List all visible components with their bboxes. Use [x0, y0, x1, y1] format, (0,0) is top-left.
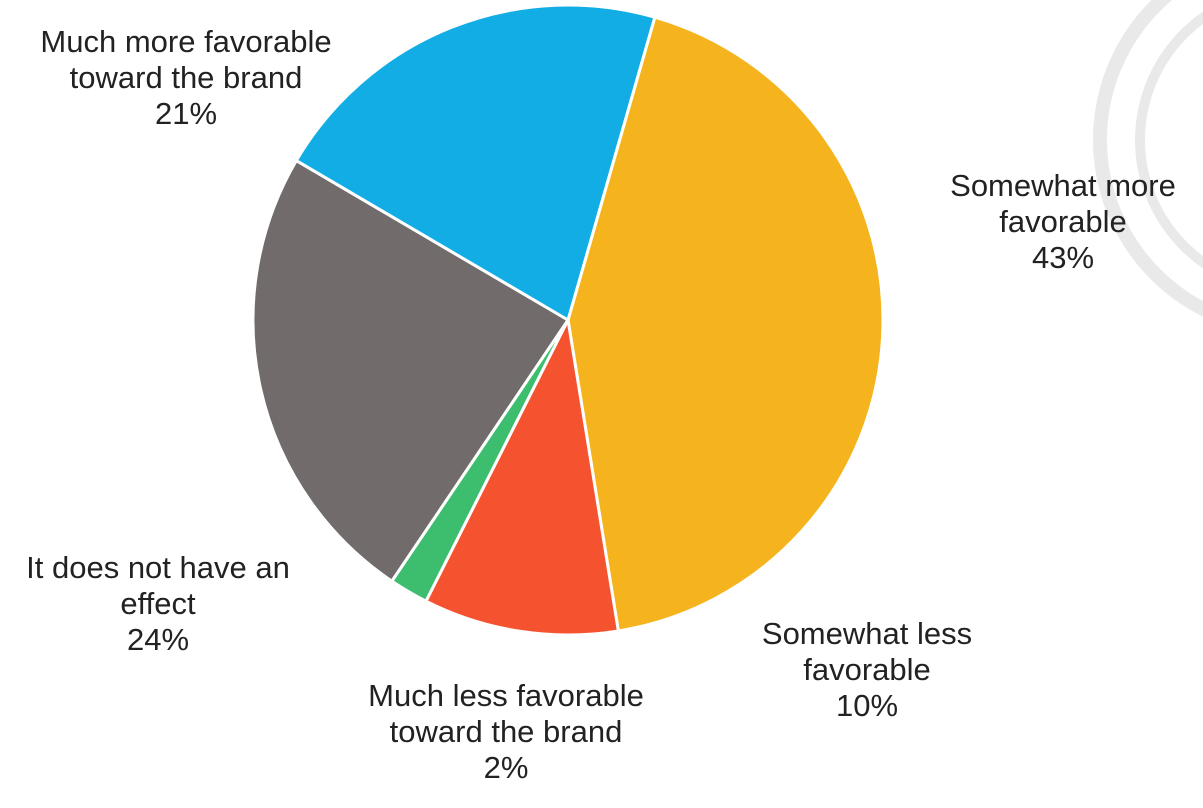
slice-category-label: Somewhat less [762, 616, 972, 651]
slice-category-label: Much more favorable [40, 24, 331, 59]
pie-slice-1 [423, 315, 621, 637]
watermark-ring-inner [1135, 11, 1203, 269]
slice-category-label: favorable [999, 204, 1127, 239]
slice-value-label: 2% [484, 750, 529, 785]
slice-value-label: 10% [836, 688, 898, 723]
watermark-ring-outer [1093, 0, 1203, 317]
slice-value-label: 43% [1032, 240, 1094, 275]
watermark-rings [1093, 0, 1203, 317]
pie-slice-3 [251, 158, 571, 584]
slice-category-label: Much less favorable [368, 678, 644, 713]
slice-category-label: Somewhat more [950, 168, 1176, 203]
slice-value-label: 24% [127, 622, 189, 657]
slice-category-label: toward the brand [70, 60, 303, 95]
slice-category-label: effect [120, 586, 196, 621]
slice-category-label: favorable [803, 652, 931, 687]
slice-category-label: It does not have an [26, 550, 290, 585]
pie-slice-4 [294, 3, 657, 323]
slice-category-label: toward the brand [390, 714, 623, 749]
pie-slice-0 [566, 15, 885, 633]
pie-slices [251, 3, 885, 637]
slice-value-label: 21% [155, 96, 217, 131]
